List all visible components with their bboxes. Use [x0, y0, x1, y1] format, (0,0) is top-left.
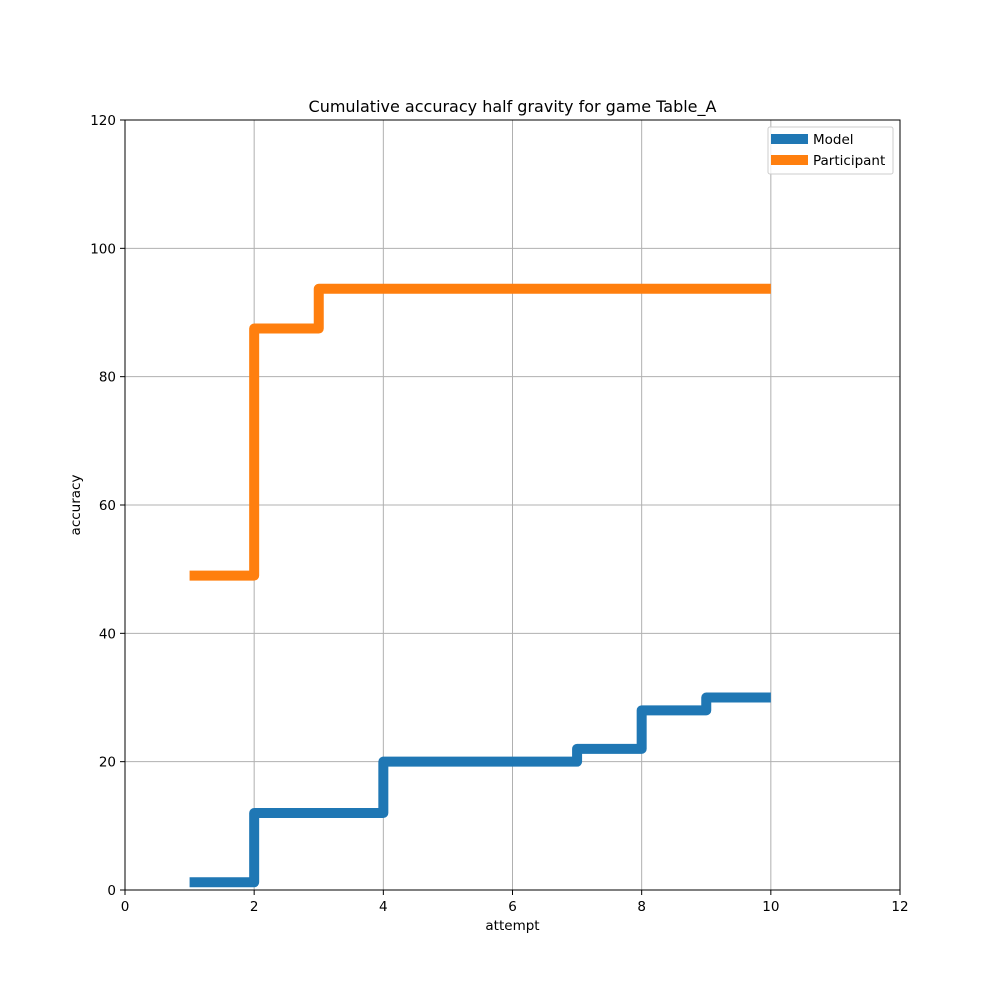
x-tick-label: 12 — [891, 899, 908, 915]
legend-label-participant: Participant — [813, 153, 885, 169]
y-tick-label: 20 — [99, 755, 116, 771]
y-tick-label: 80 — [99, 370, 116, 386]
x-tick-label: 4 — [379, 899, 388, 915]
x-axis-label: attempt — [485, 918, 539, 934]
x-axis-ticks: 0 2 4 6 8 10 12 — [121, 890, 909, 915]
series-line-participant — [189, 283, 771, 581]
x-tick-label: 0 — [121, 899, 130, 915]
y-axis-label: accuracy — [68, 475, 84, 536]
chart-title: Cumulative accuracy half gravity for gam… — [309, 97, 717, 117]
y-tick-label: 40 — [99, 626, 116, 642]
y-tick-label: 100 — [90, 241, 116, 257]
series-line-model — [189, 692, 771, 888]
y-tick-label: 60 — [99, 498, 116, 514]
y-tick-label: 120 — [90, 113, 116, 129]
x-tick-label: 10 — [762, 899, 779, 915]
legend-label-model: Model — [813, 132, 854, 148]
x-tick-label: 8 — [637, 899, 646, 915]
y-axis-ticks: 0 20 40 60 80 100 120 — [90, 113, 125, 899]
series-layer — [189, 283, 771, 888]
x-tick-label: 2 — [250, 899, 259, 915]
y-tick-label: 0 — [107, 883, 116, 899]
x-tick-label: 6 — [508, 899, 517, 915]
legend: Model Participant — [767, 126, 894, 175]
